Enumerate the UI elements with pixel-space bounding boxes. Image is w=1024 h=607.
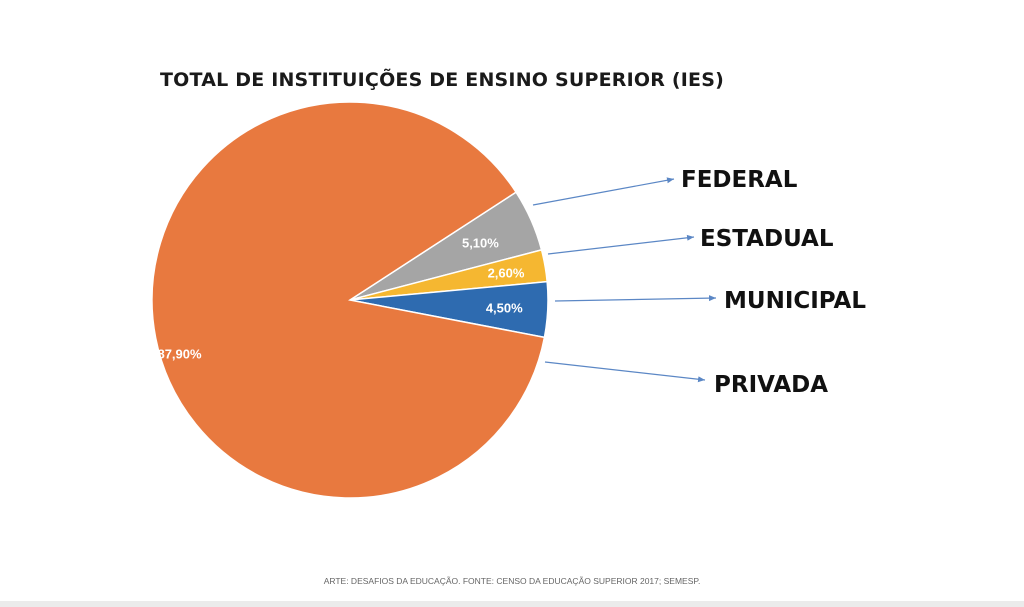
legend-arrows <box>532 177 717 383</box>
percentage-labels: 5,10% 2,60% 4,50% 87,90% <box>157 235 524 361</box>
arrow-privada <box>544 361 706 383</box>
arrow-federal <box>532 177 675 206</box>
pct-label-estadual: 2,60% <box>488 266 525 281</box>
arrow-estadual <box>547 234 695 255</box>
pct-label-municipal: 4,50% <box>486 301 523 316</box>
pie-slices <box>151 101 549 499</box>
arrow-municipal <box>554 295 717 302</box>
bottom-divider <box>0 601 1024 607</box>
category-label-municipal: MUNICIPAL <box>724 288 866 314</box>
pie-slice-privada <box>151 101 546 499</box>
category-label-privada: PRIVADA <box>714 372 828 398</box>
source-note: ARTE: DESAFIOS DA EDUCAÇÃO. FONTE: CENSO… <box>324 576 701 586</box>
pct-label-privada: 87,90% <box>157 347 202 362</box>
category-labels: FEDERAL ESTADUAL MUNICIPAL PRIVADA <box>681 167 866 398</box>
category-label-federal: FEDERAL <box>681 167 798 193</box>
chart-title: TOTAL DE INSTITUIÇÕES DE ENSINO SUPERIOR… <box>160 67 724 91</box>
pct-label-federal: 5,10% <box>462 235 499 250</box>
category-label-estadual: ESTADUAL <box>700 226 834 252</box>
